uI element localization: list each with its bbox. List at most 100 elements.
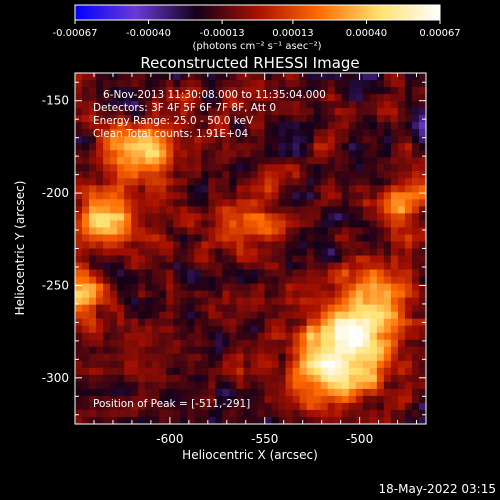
heatmap-cell	[355, 136, 364, 144]
heatmap-cell	[397, 416, 406, 424]
heatmap-cell	[243, 241, 252, 250]
heatmap-cell	[299, 332, 308, 341]
heatmap-cell	[82, 108, 90, 116]
heatmap-cell	[89, 409, 97, 418]
heatmap-cell	[187, 304, 195, 313]
heatmap-cell	[222, 290, 231, 299]
heatmap-cell	[264, 220, 273, 229]
heatmap-cell	[89, 276, 97, 285]
heatmap-cell	[271, 87, 280, 95]
heatmap-cell	[271, 234, 280, 243]
heatmap-cell	[411, 325, 420, 334]
heatmap-cell	[376, 402, 385, 411]
heatmap-cell	[243, 283, 252, 292]
heatmap-cell	[145, 171, 153, 179]
heatmap-cell	[236, 381, 245, 390]
heatmap-cell	[320, 87, 329, 95]
heatmap-cell	[264, 276, 273, 285]
heatmap-cell	[173, 234, 181, 243]
heatmap-cell	[264, 122, 273, 130]
heatmap-cell	[180, 416, 188, 424]
heatmap-cell	[411, 262, 420, 271]
heatmap-cell	[404, 304, 413, 313]
heatmap-cell	[222, 136, 231, 144]
heatmap-cell	[180, 178, 188, 186]
heatmap-cell	[180, 402, 188, 411]
heatmap-cell	[152, 192, 160, 200]
heatmap-cell	[369, 171, 378, 179]
heatmap-cell	[383, 192, 392, 200]
heatmap-cell	[383, 227, 392, 236]
heatmap-cell	[334, 346, 343, 355]
heatmap-cell	[376, 87, 385, 95]
heatmap-cell	[103, 192, 111, 200]
heatmap-cell	[257, 164, 266, 172]
heatmap-cell	[243, 269, 252, 278]
heatmap-cell	[96, 311, 104, 320]
heatmap-cell	[250, 276, 259, 285]
heatmap-cell	[383, 311, 392, 320]
heatmap-cell	[145, 199, 153, 207]
heatmap-cell	[229, 276, 238, 285]
heatmap-cell	[369, 115, 378, 123]
heatmap-cell	[124, 122, 132, 130]
heatmap-cell	[404, 416, 413, 424]
heatmap-cell	[313, 101, 322, 109]
heatmap-cell	[292, 122, 301, 130]
heatmap-cell	[320, 94, 329, 102]
heatmap-cell	[292, 129, 301, 137]
heatmap-cell	[117, 185, 125, 193]
heatmap-cell	[145, 220, 153, 229]
heatmap-cell	[110, 87, 118, 95]
heatmap-cell	[320, 332, 329, 341]
x-tick-label: -500	[346, 432, 373, 446]
heatmap-cell	[327, 199, 336, 207]
heatmap-cell	[271, 227, 280, 236]
heatmap-cell	[166, 374, 174, 383]
heatmap-cell	[215, 150, 224, 158]
heatmap-cell	[208, 101, 216, 109]
heatmap-cell	[306, 290, 315, 299]
heatmap-cell	[257, 374, 266, 383]
heatmap-cell	[348, 234, 357, 243]
heatmap-cell	[306, 178, 315, 186]
heatmap-cell	[194, 360, 202, 369]
heatmap-cell	[180, 171, 188, 179]
heatmap-cell	[145, 241, 153, 250]
heatmap-cell	[201, 73, 209, 81]
heatmap-cell	[82, 367, 90, 376]
heatmap-cell	[327, 241, 336, 250]
heatmap-cell	[89, 192, 97, 200]
heatmap-cell	[89, 402, 97, 411]
heatmap-cell	[250, 227, 259, 236]
heatmap-cell	[257, 409, 266, 418]
heatmap-cell	[173, 87, 181, 95]
heatmap-cell	[152, 171, 160, 179]
heatmap-cell	[208, 87, 216, 95]
heatmap-cell	[285, 164, 294, 172]
heatmap-cell	[187, 73, 195, 81]
heatmap-cell	[194, 374, 202, 383]
heatmap-cell	[397, 150, 406, 158]
heatmap-cell	[243, 290, 252, 299]
heatmap-cell	[75, 213, 83, 222]
heatmap-cell	[348, 73, 357, 81]
heatmap-cell	[201, 108, 209, 116]
heatmap-cell	[103, 381, 111, 390]
heatmap-cell	[173, 360, 181, 369]
heatmap-cell	[271, 409, 280, 418]
heatmap-cell	[229, 339, 238, 348]
heatmap-cell	[341, 402, 350, 411]
heatmap-cell	[418, 108, 426, 116]
heatmap-cell	[229, 283, 238, 292]
heatmap-cell	[383, 80, 392, 88]
heatmap-cell	[264, 297, 273, 306]
heatmap-cell	[103, 157, 111, 165]
heatmap-cell	[320, 318, 329, 327]
heatmap-cell	[271, 108, 280, 116]
heatmap-cell	[320, 241, 329, 250]
heatmap-cell	[222, 409, 231, 418]
heatmap-cell	[229, 150, 238, 158]
heatmap-cell	[117, 108, 125, 116]
heatmap-cell	[264, 136, 273, 144]
